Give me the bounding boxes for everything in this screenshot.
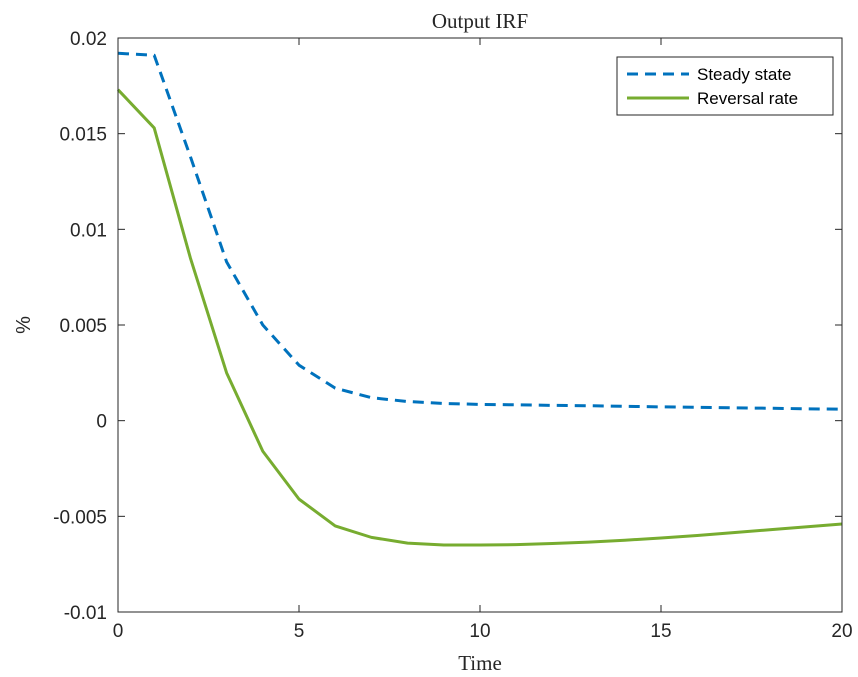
y-tick-label: 0 bbox=[96, 412, 107, 433]
x-tick-label: 10 bbox=[469, 621, 490, 642]
y-tick-label: 0.02 bbox=[70, 29, 107, 50]
legend-label-steady-state: Steady state bbox=[697, 65, 792, 84]
series-layer bbox=[116, 51, 843, 547]
x-tick-label: 5 bbox=[294, 621, 305, 642]
x-axis-title: Time bbox=[458, 651, 502, 675]
legend-label-reversal-rate: Reversal rate bbox=[697, 89, 798, 108]
ticks-layer: 0 5 10 15 20 -0.01 -0.005 0 0.005 0.01 0.015 0.02 bbox=[53, 29, 852, 642]
chart-title: Output IRF bbox=[432, 9, 528, 33]
y-tick-label: 0.005 bbox=[59, 316, 107, 337]
x-tick-label: 15 bbox=[650, 621, 671, 642]
y-tick-label: -0.005 bbox=[53, 507, 107, 528]
y-tick-label: -0.01 bbox=[64, 603, 107, 624]
x-tick-label: 20 bbox=[831, 621, 852, 642]
legend: Steady state Reversal rate bbox=[616, 56, 834, 116]
x-tick-label: 0 bbox=[113, 621, 124, 642]
y-tick-label: 0.01 bbox=[70, 220, 107, 241]
legend-box bbox=[616, 56, 834, 116]
y-tick-label: 0.015 bbox=[59, 125, 107, 146]
series-line-steady-state bbox=[117, 51, 843, 411]
plot-frame bbox=[117, 37, 843, 613]
series-line-reversal-rate bbox=[116, 88, 843, 547]
y-axis-title: % bbox=[13, 316, 35, 334]
